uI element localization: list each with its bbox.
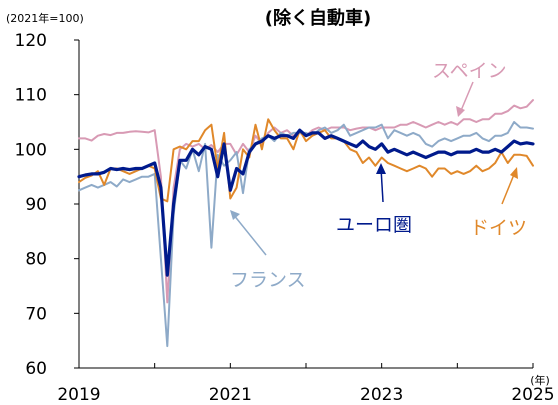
germany-arrow (501, 171, 516, 205)
legend-label-spain: スペイン (432, 60, 507, 82)
france-arrow-head (230, 210, 240, 220)
x-tick-label: 2025 (511, 385, 554, 405)
x-tick-label: 2023 (360, 385, 403, 405)
france-arrow (232, 213, 267, 256)
y-tick-label: 70 (25, 304, 47, 324)
spain-arrow-head (456, 106, 465, 117)
y-tick-label: 60 (25, 359, 47, 379)
series-line-1 (78, 121, 534, 348)
y-tick-label: 120 (15, 31, 47, 51)
x-tick-label: 2021 (209, 385, 252, 405)
series-line-0 (78, 99, 534, 304)
annotation-arrows (230, 81, 518, 256)
legend-label-euro: ユーロ圏 (336, 214, 412, 236)
x-axis: 2019 2021 2023 2025 (57, 363, 555, 405)
y-tick-label: 110 (15, 86, 47, 106)
x-tick-label: 2019 (57, 385, 100, 405)
y-tick-label: 100 (15, 140, 47, 160)
legend-label-germany: ドイツ (470, 217, 527, 239)
chart-title: (除く自動車) (265, 7, 371, 29)
legend-label-france: フランス (230, 269, 306, 291)
y-axis: 60 70 80 90 100 110 120 (15, 31, 80, 379)
x-unit-label: (年) (530, 373, 550, 387)
euro-arrow-head (376, 163, 386, 174)
y-tick-label: 80 (25, 250, 47, 270)
series-lines (77, 99, 535, 348)
series-line-3 (77, 128, 535, 277)
unit-label: (2021年=100) (6, 11, 84, 25)
y-tick-label: 90 (25, 195, 47, 215)
spain-arrow (459, 81, 474, 114)
germany-arrow-head (510, 167, 518, 179)
